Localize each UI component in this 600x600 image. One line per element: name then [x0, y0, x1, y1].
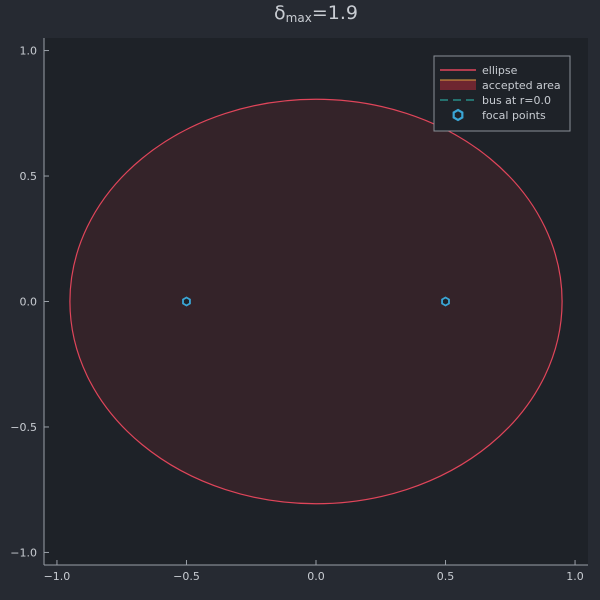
chart-title: δmax=1.9: [274, 2, 358, 25]
y-tick-label: −0.5: [10, 421, 37, 434]
y-tick-label: 0.0: [20, 296, 38, 309]
axes: −1.0 −0.5 0.0 0.5 1.0 −1.0 −0.5 0.0 0.5 1.0: [10, 38, 588, 583]
ellipse-line: [69, 98, 563, 505]
legend-accepted-area-swatch: [440, 80, 476, 90]
legend: ellipse accepted area bus at r=0.0 focal po…: [433, 55, 571, 132]
legend-label-bus: bus at r=0.0: [482, 94, 551, 107]
legend-focal-points-swatch: [452, 108, 464, 122]
legend-label-focal-points: focal points: [482, 109, 546, 122]
series-group: [69, 98, 563, 505]
x-tick-label: −0.5: [173, 570, 200, 583]
x-tick-label: 0.5: [437, 570, 455, 583]
focal-point: [441, 296, 450, 307]
x-tick-label: 0.0: [307, 570, 325, 583]
y-tick-label: 0.5: [20, 170, 38, 183]
y-tick-label: 1.0: [20, 45, 38, 58]
legend-label-accepted-area: accepted area: [482, 79, 561, 92]
x-tick-label: 1.0: [566, 570, 584, 583]
y-tick-label: −1.0: [10, 546, 37, 559]
legend-label-ellipse: ellipse: [482, 64, 518, 77]
focal-point: [182, 296, 191, 307]
accepted-area-fill: [69, 99, 563, 504]
x-tick-label: −1.0: [44, 570, 71, 583]
